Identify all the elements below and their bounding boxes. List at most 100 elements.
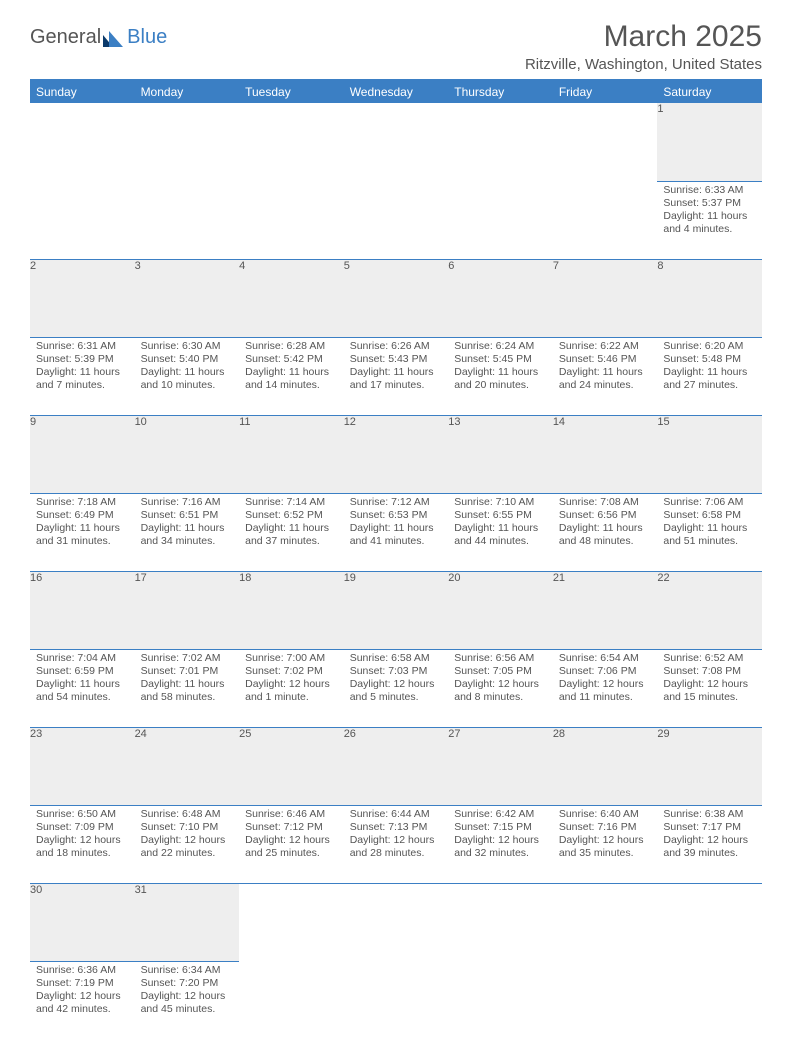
day-details: Sunrise: 6:38 AMSunset: 7:17 PMDaylight:… bbox=[657, 806, 762, 865]
day-details: Sunrise: 7:18 AMSunset: 6:49 PMDaylight:… bbox=[30, 494, 135, 553]
day-cell: Sunrise: 7:02 AMSunset: 7:01 PMDaylight:… bbox=[135, 649, 240, 727]
day-number: 15 bbox=[657, 415, 762, 493]
day-number: 19 bbox=[344, 571, 449, 649]
day-number: 7 bbox=[553, 259, 658, 337]
day-details: Sunrise: 6:30 AMSunset: 5:40 PMDaylight:… bbox=[135, 338, 240, 397]
day-cell: Sunrise: 6:58 AMSunset: 7:03 PMDaylight:… bbox=[344, 649, 449, 727]
weekday-header: Thursday bbox=[448, 81, 553, 103]
day-body-row: Sunrise: 6:33 AMSunset: 5:37 PMDaylight:… bbox=[30, 181, 762, 259]
day-number-row: 3031 bbox=[30, 883, 762, 961]
weekday-header: Wednesday bbox=[344, 81, 449, 103]
day-details: Sunrise: 6:26 AMSunset: 5:43 PMDaylight:… bbox=[344, 338, 449, 397]
day-body-row: Sunrise: 6:50 AMSunset: 7:09 PMDaylight:… bbox=[30, 805, 762, 883]
day-number: 26 bbox=[344, 727, 449, 805]
day-cell: Sunrise: 6:31 AMSunset: 5:39 PMDaylight:… bbox=[30, 337, 135, 415]
day-details: Sunrise: 7:04 AMSunset: 6:59 PMDaylight:… bbox=[30, 650, 135, 709]
day-cell: Sunrise: 6:42 AMSunset: 7:15 PMDaylight:… bbox=[448, 805, 553, 883]
header: General Blue March 2025 Ritzville, Washi… bbox=[30, 20, 762, 73]
day-number: 18 bbox=[239, 571, 344, 649]
page-subtitle: Ritzville, Washington, United States bbox=[525, 56, 762, 73]
day-cell: Sunrise: 7:16 AMSunset: 6:51 PMDaylight:… bbox=[135, 493, 240, 571]
day-details: Sunrise: 6:40 AMSunset: 7:16 PMDaylight:… bbox=[553, 806, 658, 865]
day-details: Sunrise: 6:58 AMSunset: 7:03 PMDaylight:… bbox=[344, 650, 449, 709]
day-number: 30 bbox=[30, 883, 135, 961]
day-details: Sunrise: 6:44 AMSunset: 7:13 PMDaylight:… bbox=[344, 806, 449, 865]
day-cell: Sunrise: 6:30 AMSunset: 5:40 PMDaylight:… bbox=[135, 337, 240, 415]
day-cell: Sunrise: 6:40 AMSunset: 7:16 PMDaylight:… bbox=[553, 805, 658, 883]
day-details: Sunrise: 7:14 AMSunset: 6:52 PMDaylight:… bbox=[239, 494, 344, 553]
day-cell: Sunrise: 6:36 AMSunset: 7:19 PMDaylight:… bbox=[30, 961, 135, 1039]
day-details: Sunrise: 6:36 AMSunset: 7:19 PMDaylight:… bbox=[30, 962, 135, 1021]
day-details: Sunrise: 7:02 AMSunset: 7:01 PMDaylight:… bbox=[135, 650, 240, 709]
day-cell: Sunrise: 6:52 AMSunset: 7:08 PMDaylight:… bbox=[657, 649, 762, 727]
day-body-row: Sunrise: 6:36 AMSunset: 7:19 PMDaylight:… bbox=[30, 961, 762, 1039]
day-number: 5 bbox=[344, 259, 449, 337]
title-block: March 2025 Ritzville, Washington, United… bbox=[525, 20, 762, 73]
day-number: 6 bbox=[448, 259, 553, 337]
day-details: Sunrise: 6:33 AMSunset: 5:37 PMDaylight:… bbox=[657, 182, 762, 241]
day-cell: Sunrise: 6:20 AMSunset: 5:48 PMDaylight:… bbox=[657, 337, 762, 415]
day-number: 25 bbox=[239, 727, 344, 805]
day-cell: Sunrise: 7:00 AMSunset: 7:02 PMDaylight:… bbox=[239, 649, 344, 727]
day-details: Sunrise: 6:52 AMSunset: 7:08 PMDaylight:… bbox=[657, 650, 762, 709]
day-cell: Sunrise: 6:22 AMSunset: 5:46 PMDaylight:… bbox=[553, 337, 658, 415]
day-details: Sunrise: 6:34 AMSunset: 7:20 PMDaylight:… bbox=[135, 962, 240, 1021]
day-cell: Sunrise: 7:08 AMSunset: 6:56 PMDaylight:… bbox=[553, 493, 658, 571]
day-number: 13 bbox=[448, 415, 553, 493]
day-details: Sunrise: 6:20 AMSunset: 5:48 PMDaylight:… bbox=[657, 338, 762, 397]
day-details: Sunrise: 7:00 AMSunset: 7:02 PMDaylight:… bbox=[239, 650, 344, 709]
day-number: 14 bbox=[553, 415, 658, 493]
day-cell: Sunrise: 6:54 AMSunset: 7:06 PMDaylight:… bbox=[553, 649, 658, 727]
day-details: Sunrise: 6:22 AMSunset: 5:46 PMDaylight:… bbox=[553, 338, 658, 397]
day-number: 21 bbox=[553, 571, 658, 649]
day-cell: Sunrise: 6:38 AMSunset: 7:17 PMDaylight:… bbox=[657, 805, 762, 883]
page-title: March 2025 bbox=[525, 20, 762, 54]
day-number: 23 bbox=[30, 727, 135, 805]
day-cell: Sunrise: 7:10 AMSunset: 6:55 PMDaylight:… bbox=[448, 493, 553, 571]
day-details: Sunrise: 7:08 AMSunset: 6:56 PMDaylight:… bbox=[553, 494, 658, 553]
weekday-header: Tuesday bbox=[239, 81, 344, 103]
day-cell: Sunrise: 6:24 AMSunset: 5:45 PMDaylight:… bbox=[448, 337, 553, 415]
day-cell: Sunrise: 7:14 AMSunset: 6:52 PMDaylight:… bbox=[239, 493, 344, 571]
day-cell: Sunrise: 6:46 AMSunset: 7:12 PMDaylight:… bbox=[239, 805, 344, 883]
day-cell: Sunrise: 6:34 AMSunset: 7:20 PMDaylight:… bbox=[135, 961, 240, 1039]
weekday-header: Monday bbox=[135, 81, 240, 103]
day-details: Sunrise: 6:48 AMSunset: 7:10 PMDaylight:… bbox=[135, 806, 240, 865]
day-cell: Sunrise: 6:28 AMSunset: 5:42 PMDaylight:… bbox=[239, 337, 344, 415]
day-body-row: Sunrise: 7:18 AMSunset: 6:49 PMDaylight:… bbox=[30, 493, 762, 571]
day-number: 20 bbox=[448, 571, 553, 649]
day-cell: Sunrise: 6:48 AMSunset: 7:10 PMDaylight:… bbox=[135, 805, 240, 883]
day-number: 22 bbox=[657, 571, 762, 649]
logo-text-1: General bbox=[30, 26, 101, 49]
weekday-header: Saturday bbox=[657, 81, 762, 103]
day-cell: Sunrise: 7:18 AMSunset: 6:49 PMDaylight:… bbox=[30, 493, 135, 571]
day-cell: Sunrise: 6:56 AMSunset: 7:05 PMDaylight:… bbox=[448, 649, 553, 727]
logo: General Blue bbox=[30, 26, 167, 49]
day-details: Sunrise: 7:16 AMSunset: 6:51 PMDaylight:… bbox=[135, 494, 240, 553]
day-number: 10 bbox=[135, 415, 240, 493]
day-details: Sunrise: 6:42 AMSunset: 7:15 PMDaylight:… bbox=[448, 806, 553, 865]
day-cell: Sunrise: 6:26 AMSunset: 5:43 PMDaylight:… bbox=[344, 337, 449, 415]
day-details: Sunrise: 6:54 AMSunset: 7:06 PMDaylight:… bbox=[553, 650, 658, 709]
day-cell: Sunrise: 7:12 AMSunset: 6:53 PMDaylight:… bbox=[344, 493, 449, 571]
day-details: Sunrise: 7:06 AMSunset: 6:58 PMDaylight:… bbox=[657, 494, 762, 553]
day-number: 1 bbox=[657, 103, 762, 181]
logo-icon bbox=[103, 29, 125, 47]
weekday-header: Sunday bbox=[30, 81, 135, 103]
day-number: 8 bbox=[657, 259, 762, 337]
day-details: Sunrise: 7:10 AMSunset: 6:55 PMDaylight:… bbox=[448, 494, 553, 553]
day-number-row: 1 bbox=[30, 103, 762, 181]
day-number-row: 9101112131415 bbox=[30, 415, 762, 493]
day-number-row: 23242526272829 bbox=[30, 727, 762, 805]
day-number: 2 bbox=[30, 259, 135, 337]
day-number: 16 bbox=[30, 571, 135, 649]
calendar-table: SundayMondayTuesdayWednesdayThursdayFrid… bbox=[30, 81, 762, 1039]
day-number: 12 bbox=[344, 415, 449, 493]
day-number-row: 2345678 bbox=[30, 259, 762, 337]
logo-text-2: Blue bbox=[127, 26, 167, 49]
day-details: Sunrise: 7:12 AMSunset: 6:53 PMDaylight:… bbox=[344, 494, 449, 553]
day-details: Sunrise: 6:31 AMSunset: 5:39 PMDaylight:… bbox=[30, 338, 135, 397]
day-number: 27 bbox=[448, 727, 553, 805]
day-number-row: 16171819202122 bbox=[30, 571, 762, 649]
day-cell: Sunrise: 6:33 AMSunset: 5:37 PMDaylight:… bbox=[657, 181, 762, 259]
